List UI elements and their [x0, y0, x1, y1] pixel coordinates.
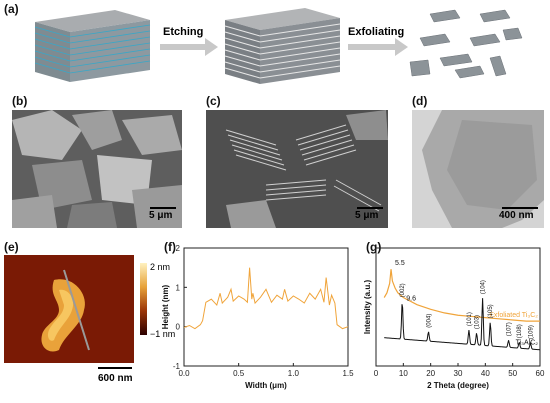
scale-label-b: 5 μm: [149, 210, 173, 221]
etching-schematic: [34, 8, 523, 84]
scale-bar-d: [502, 207, 538, 209]
peak-label: (105): [488, 304, 494, 318]
panel-label-d: (d): [412, 94, 428, 108]
afm-colorbar: [140, 263, 147, 335]
y-tick-label: -1: [173, 362, 181, 371]
max-phase-block: [34, 10, 151, 82]
scale-bar-e: [98, 367, 132, 369]
x-tick-label: 10: [399, 369, 408, 378]
peak-label: (108): [517, 324, 523, 338]
panel-label-c: (c): [206, 94, 221, 108]
plot-frame: [183, 247, 349, 367]
peak-label: (107): [507, 322, 513, 336]
x-tick-label: 1.5: [342, 369, 354, 378]
scale-label-e: 600 nm: [98, 373, 133, 384]
exfoliated-flakes: [409, 9, 523, 79]
xrd-chart: 0 10 20 30 40 50 60 Exfoliated Ti₃C₂ (002) (004) (…: [363, 247, 545, 390]
y-tick-label: 2: [176, 244, 181, 253]
peak-label: (104): [481, 280, 487, 294]
colorbar-top-label: 2 nm: [150, 262, 171, 272]
annotation-9-6: 9.6: [406, 295, 416, 302]
scale-label-c: 5 μm: [355, 210, 379, 221]
etching-arrow: [160, 38, 218, 56]
ti3alc2-series-label: Ti₃AlC₂: [516, 339, 539, 346]
exfoliating-arrow: [348, 38, 408, 56]
y-tick-label: 0: [176, 323, 181, 332]
peak-label: (004): [426, 314, 432, 328]
x-tick-label: 1.0: [288, 369, 300, 378]
panel-label-b: (b): [12, 94, 28, 108]
x-tick-label: 0.5: [233, 369, 245, 378]
annotation-5-5: 5.5: [395, 260, 405, 267]
height-series-line: [183, 267, 349, 330]
exfoliated-series-line: [383, 269, 540, 322]
x-tick-label: 0.0: [178, 369, 190, 378]
scale-label-d: 400 nm: [499, 210, 534, 221]
ti3alc2-series-line: [384, 298, 541, 351]
y-axis-title: Height (nm): [161, 284, 170, 329]
panel-label-g: (g): [366, 240, 382, 254]
colorbar-bottom-label: −1 nm: [150, 329, 176, 339]
scale-bar-c: [357, 207, 383, 209]
scale-bar-b: [150, 207, 176, 209]
afm-image: [4, 255, 134, 363]
x-axis-title: Width (μm): [245, 381, 287, 390]
y-axis-title: Intensity (a.u.): [363, 280, 372, 335]
x-tick-label: 40: [481, 369, 490, 378]
peak-label: (101): [467, 312, 473, 326]
y-tick-label: 1: [176, 283, 181, 292]
etched-block: [224, 8, 341, 84]
peak-label: (109): [528, 325, 534, 339]
exfoliating-label: Exfoliating: [348, 26, 405, 38]
panel-label-f: (f): [164, 240, 176, 254]
x-tick-label: 50: [508, 369, 517, 378]
etching-label: Etching: [163, 26, 204, 38]
profile-line: [63, 269, 90, 351]
peak-label: (103): [475, 315, 481, 329]
height-profile-chart: 0.0 0.5 1.0 1.5 -1 0 1 2 Width (μm) Height (nm): [161, 244, 354, 390]
peak-label: (002): [400, 283, 406, 297]
exfoliated-series-label: Exfoliated Ti₃C₂: [489, 312, 538, 319]
panel-label-e: (e): [4, 240, 19, 254]
x-tick-label: 0: [374, 369, 379, 378]
x-tick-label: 60: [536, 369, 545, 378]
panel-label-a: (a): [4, 2, 19, 16]
x-tick-label: 20: [426, 369, 435, 378]
x-axis-title: 2 Theta (degree): [427, 381, 489, 390]
x-tick-label: 30: [454, 369, 463, 378]
